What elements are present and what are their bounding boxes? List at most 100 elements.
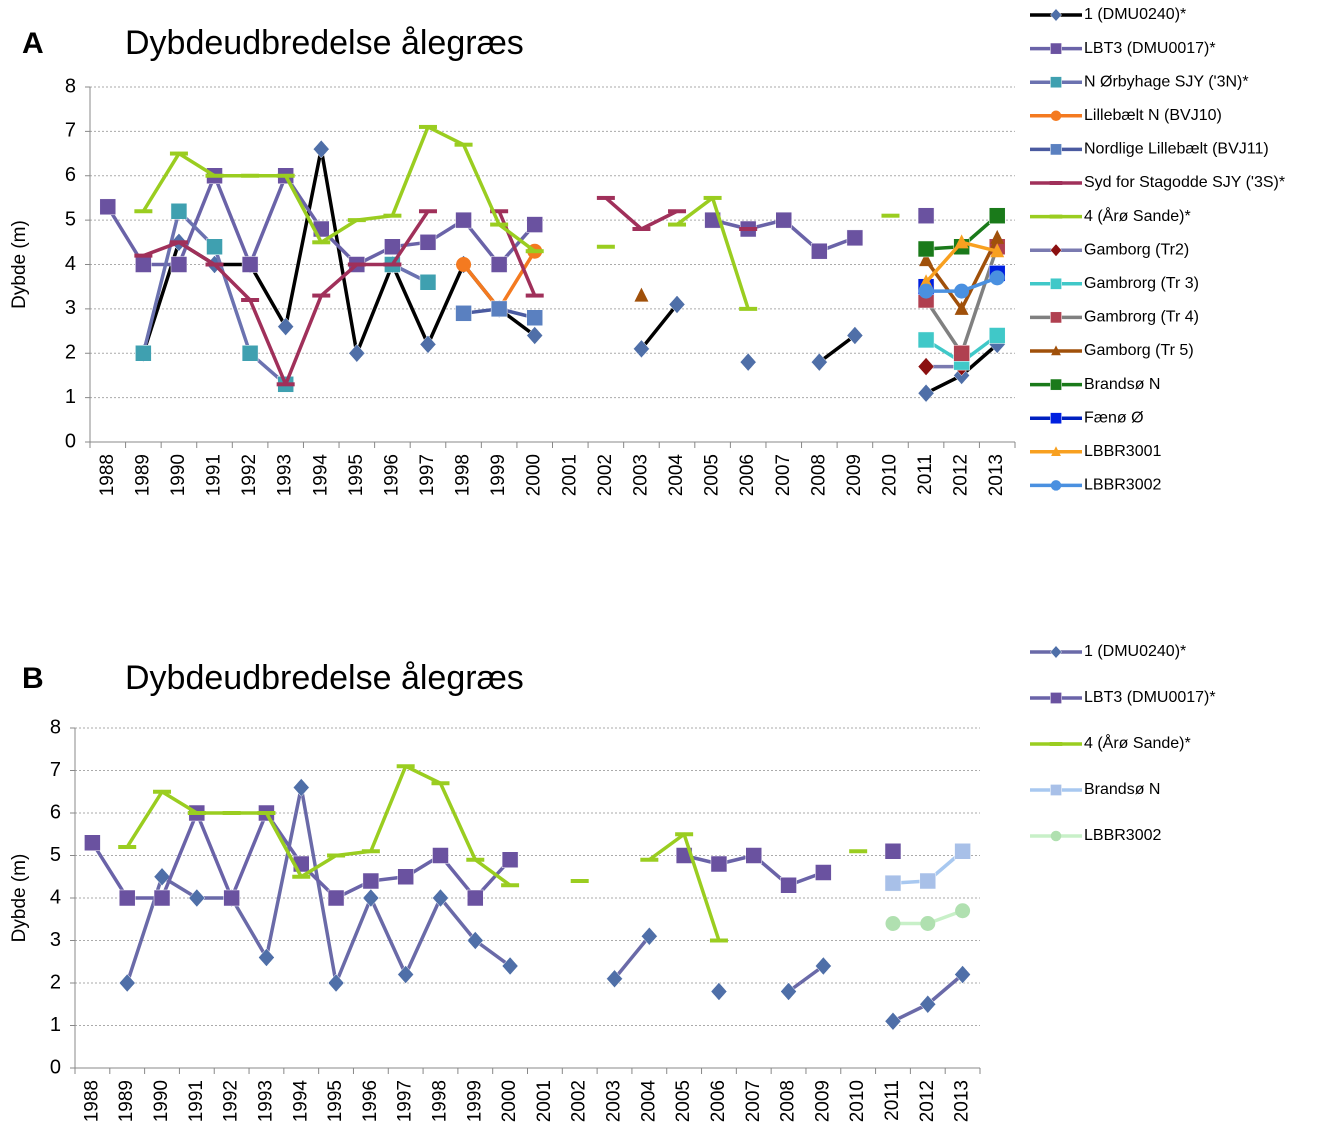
y-tick-label: 8 (50, 716, 61, 738)
data-point (634, 287, 649, 302)
legend-marker (1050, 42, 1062, 55)
data-point (739, 227, 758, 231)
data-point (780, 877, 797, 894)
data-point (383, 213, 402, 218)
data-point (917, 240, 935, 258)
data-point (988, 327, 1006, 344)
data-point (169, 151, 188, 156)
data-point (954, 965, 971, 984)
x-tick-label: 1997 (395, 1080, 416, 1122)
data-point (990, 229, 1005, 244)
data-point (709, 938, 728, 943)
y-tick-label: 6 (65, 164, 76, 186)
data-point (384, 238, 401, 255)
data-point (739, 306, 758, 311)
legend-marker (1049, 214, 1063, 219)
data-point (501, 851, 519, 868)
x-tick-label: 1990 (151, 1080, 172, 1122)
legend-label: Syd for Stagodde SJY ('3S)* (1084, 174, 1285, 191)
data-point (276, 382, 295, 387)
x-tick-label: 2003 (604, 1080, 625, 1122)
x-tick-label: 2002 (569, 1080, 590, 1122)
legend-label: 1 (DMU0240)* (1084, 643, 1186, 660)
data-point (918, 283, 934, 299)
data-point (703, 195, 722, 200)
data-point (466, 931, 484, 950)
y-tick-label: 4 (50, 886, 61, 908)
data-point (135, 256, 152, 273)
panel-label: A (22, 27, 44, 60)
x-tick-label: 1993 (255, 1080, 276, 1122)
data-point (257, 811, 276, 815)
legend-label: LBBR3002 (1084, 827, 1161, 844)
data-point (525, 249, 544, 254)
x-tick-label: 2010 (879, 454, 900, 496)
data-point (920, 916, 936, 931)
data-point (432, 847, 449, 864)
data-point (953, 345, 970, 362)
data-point (347, 218, 366, 223)
x-tick-label: 2004 (666, 454, 687, 497)
legend-label: Brandsø N (1084, 376, 1160, 393)
legend-marker (1050, 480, 1062, 491)
data-point (633, 339, 650, 359)
x-tick-label: 1996 (360, 1080, 381, 1122)
data-point (432, 888, 449, 908)
legend-label: Brandsø N (1084, 781, 1160, 798)
legend-label: 1 (DMU0240)* (1084, 6, 1186, 23)
data-point (846, 326, 864, 345)
legend-marker (1050, 243, 1062, 257)
x-tick-label: 2008 (808, 454, 829, 496)
data-point (456, 257, 472, 272)
x-tick-label: 2012 (951, 454, 972, 496)
data-point (710, 855, 728, 873)
data-point (348, 343, 366, 363)
data-point (187, 811, 206, 815)
y-tick-label: 1 (50, 1014, 61, 1036)
x-tick-label: 1995 (325, 1080, 346, 1122)
data-point (668, 209, 687, 214)
chart-title: Dybdeudbredelse ålegræs (125, 659, 524, 697)
data-point (153, 789, 172, 794)
data-point (954, 234, 969, 249)
y-axis-label: Dybde (m) (9, 854, 30, 943)
legend-label: Gamborg (Tr 5) (1084, 342, 1194, 359)
y-tick-label: 2 (50, 971, 61, 993)
x-tick-label: 1989 (132, 454, 153, 496)
data-point (919, 994, 937, 1014)
legend-label: Gambrorg (Tr 3) (1084, 275, 1199, 292)
data-point (710, 982, 728, 1001)
legend-label: LBBR3002 (1084, 477, 1161, 494)
legend-marker (1050, 830, 1062, 842)
data-point (118, 845, 137, 849)
data-point (241, 345, 259, 362)
x-tick-label: 2002 (595, 454, 616, 496)
data-point (327, 853, 346, 858)
data-point (526, 216, 543, 233)
legend-label: Gambrorg (Tr 4) (1084, 309, 1199, 326)
legend-marker (1051, 446, 1061, 456)
x-tick-label: 2001 (559, 454, 580, 496)
data-point (362, 888, 380, 908)
data-point (466, 857, 485, 862)
x-tick-label: 1992 (239, 454, 260, 496)
y-tick-label: 0 (50, 1056, 61, 1078)
data-point (312, 240, 331, 245)
data-point (501, 956, 519, 976)
data-point (490, 256, 508, 273)
data-point (222, 811, 241, 815)
data-point (188, 888, 206, 908)
legend-marker (1050, 645, 1062, 659)
data-point (501, 883, 520, 888)
y-axis-label: Dybde (m) (9, 220, 30, 309)
y-tick-label: 7 (50, 759, 61, 781)
data-point (596, 195, 615, 200)
x-tick-label: 2013 (952, 1080, 973, 1122)
data-point (954, 283, 970, 299)
data-point (327, 973, 345, 993)
data-point (849, 849, 868, 854)
legend-marker (1050, 8, 1062, 22)
data-point (277, 317, 295, 337)
legend-marker (1049, 181, 1063, 185)
data-point (241, 173, 260, 178)
